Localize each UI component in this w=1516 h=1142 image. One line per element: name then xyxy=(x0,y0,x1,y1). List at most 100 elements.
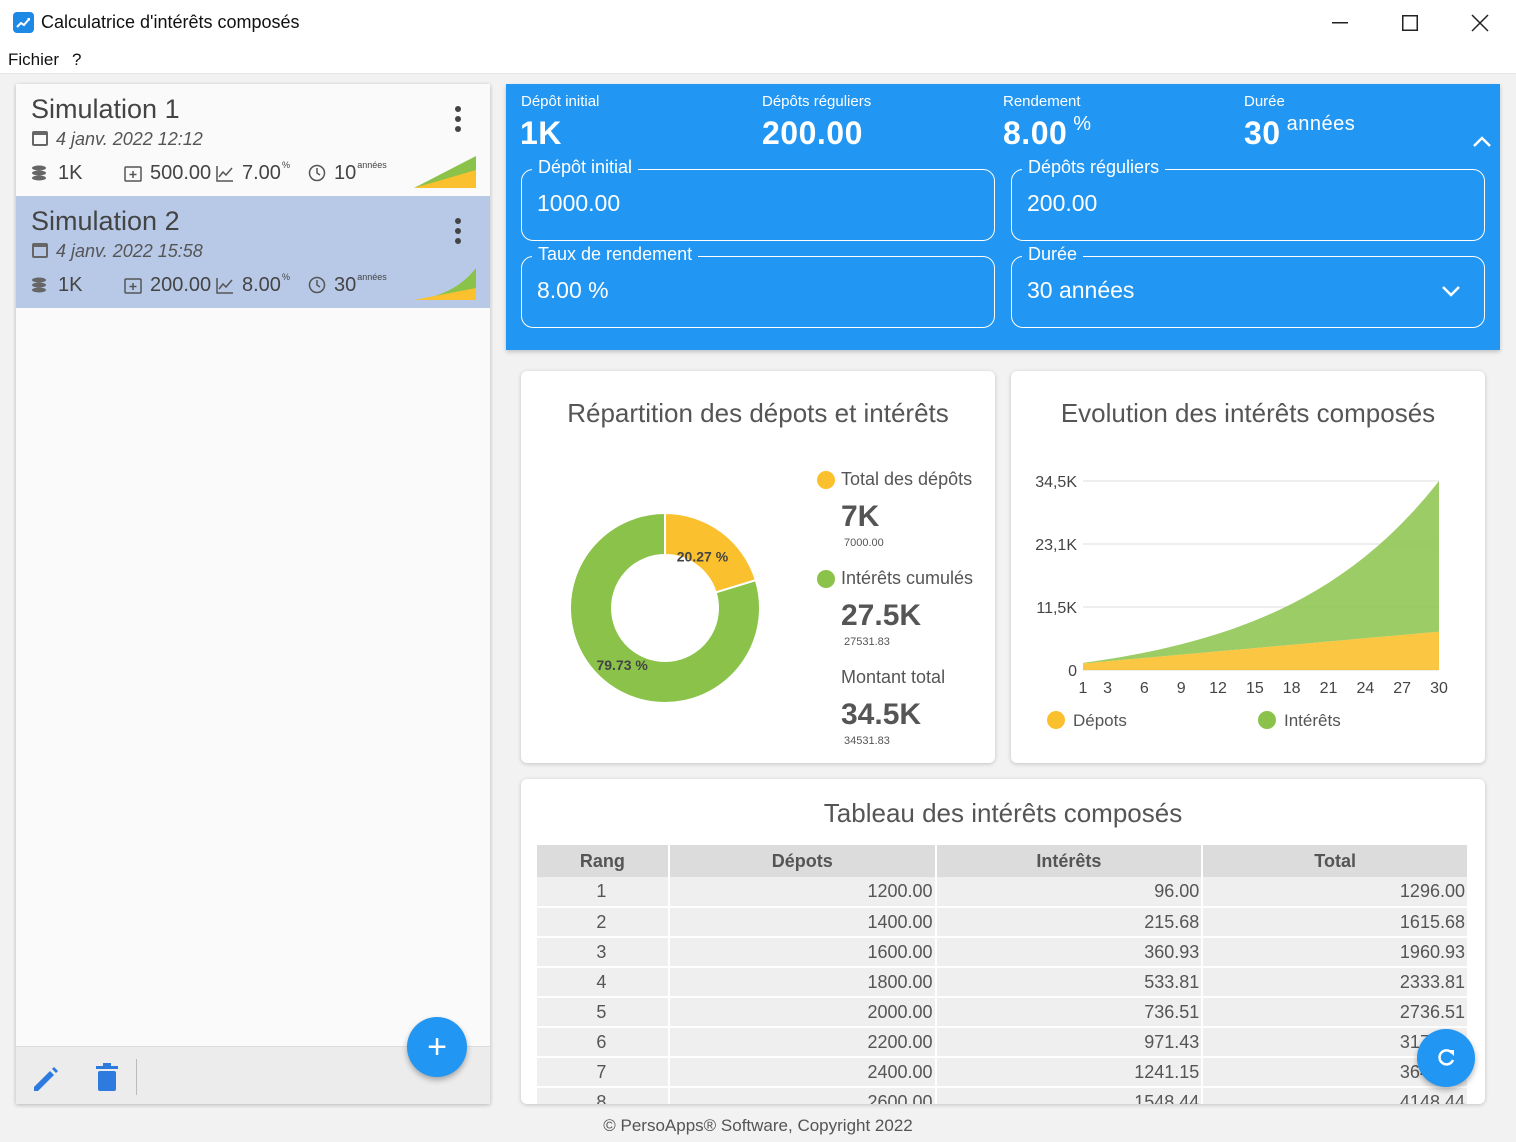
column-header-total[interactable]: Total xyxy=(1202,845,1469,877)
simulations-toolbar: + xyxy=(16,1017,490,1104)
trending-icon xyxy=(216,166,233,182)
simulation-card-1[interactable]: Simulation 1 4 janv. 2022 12:12 1K 500.0… xyxy=(16,84,490,196)
field-value: 30 années xyxy=(1027,277,1135,303)
copyright-text: © PersoApps® Software, Copyright 2022 xyxy=(603,1116,913,1135)
cell-interets: 971.43 xyxy=(935,1027,1204,1058)
summary-initial-value: 1K xyxy=(520,115,562,151)
simulation-sparkline xyxy=(414,268,476,300)
edit-pencil-icon[interactable] xyxy=(30,1063,62,1095)
coins-icon xyxy=(32,165,46,181)
chevron-up-icon[interactable] xyxy=(1472,134,1492,148)
table-row: 4 1800.00 533.81 2333.81 xyxy=(537,967,1469,998)
interests-legend-label: Intérêts xyxy=(1284,711,1341,730)
deposits-total-exact: 7000.00 xyxy=(844,537,884,549)
stat-rate-unit: % xyxy=(281,272,290,282)
total-label: Montant total xyxy=(841,667,946,687)
regular-deposit-field[interactable]: Dépôts réguliers 200.00 xyxy=(1011,157,1485,241)
simulation-card-2[interactable]: Simulation 2 4 janv. 2022 15:58 1K 200.0… xyxy=(16,196,490,308)
column-header-interets[interactable]: Intérêts xyxy=(935,845,1204,877)
cell-depots: 1800.00 xyxy=(668,967,937,998)
stat-duration-unit: années xyxy=(357,272,387,282)
more-vert-button[interactable] xyxy=(451,104,465,134)
refresh-button[interactable] xyxy=(1417,1029,1475,1087)
cell-depots: 1600.00 xyxy=(668,937,937,968)
delete-trash-icon[interactable] xyxy=(94,1061,120,1093)
donut-chart: 20.27 % 79.73 % xyxy=(569,511,761,704)
series-area-deposits xyxy=(1083,631,1439,670)
cell-rang: 7 xyxy=(537,1057,670,1088)
initial-deposit-field[interactable]: Dépôt initial 1000.00 xyxy=(521,157,995,241)
y-tick-label: 34,5K xyxy=(1035,474,1077,491)
clock-icon xyxy=(308,164,326,182)
column-header-depots[interactable]: Dépots xyxy=(668,845,937,877)
deposits-legend-dot xyxy=(1047,711,1065,729)
y-tick-label: 0 xyxy=(1068,663,1077,680)
duration-select[interactable]: Durée 30 années xyxy=(1011,244,1485,328)
cell-rang: 2 xyxy=(537,907,670,938)
cell-total: 4148.44 xyxy=(1202,1087,1469,1104)
pie-slice-interests xyxy=(569,511,761,704)
evolution-title: Evolution des intérêts composés xyxy=(1060,398,1436,428)
summary-rate-unit: % xyxy=(1073,113,1092,135)
field-label: Dépôts réguliers xyxy=(1022,157,1166,178)
menu-fichier[interactable]: Fichier xyxy=(8,50,60,69)
interests-legend-dot xyxy=(1258,711,1276,729)
cell-rang: 1 xyxy=(537,877,670,908)
menu-help[interactable]: ? xyxy=(72,50,82,69)
cell-depots: 1200.00 xyxy=(668,877,937,908)
field-value: 200.00 xyxy=(1027,190,1098,216)
distribution-title: Répartition des dépots et intérêts xyxy=(567,398,949,428)
deposits-legend-label: Dépots xyxy=(1073,711,1127,730)
simulation-title: Simulation 1 xyxy=(31,94,180,124)
minimize-button[interactable] xyxy=(1305,0,1375,46)
simulations-panel: Simulation 1 4 janv. 2022 12:12 1K 500.0… xyxy=(16,84,490,1104)
deposits-legend-dot xyxy=(817,471,835,489)
cell-depots: 2000.00 xyxy=(668,997,937,1028)
chevron-down-icon xyxy=(1442,286,1460,297)
cell-total: 2333.81 xyxy=(1202,967,1469,998)
simulation-stats: 1K 200.00 8.00% 30années xyxy=(30,272,490,298)
title-bar: Calculatrice d'intérêts composés xyxy=(0,0,1516,46)
more-vert-button[interactable] xyxy=(451,216,465,246)
field-label: Durée xyxy=(1022,244,1084,265)
y-tick-label: 11,5K xyxy=(1036,600,1077,617)
table-row: 3 1600.00 360.93 1960.93 xyxy=(537,937,1469,968)
x-tick-label: 9 xyxy=(1177,680,1186,697)
simulation-date: 4 janv. 2022 12:12 xyxy=(56,129,203,149)
field-label: Dépôt initial xyxy=(532,157,639,178)
cell-rang: 8 xyxy=(537,1087,670,1104)
add-simulation-button[interactable]: + xyxy=(407,1017,467,1077)
cell-interets: 1241.15 xyxy=(935,1057,1204,1088)
maximize-button[interactable] xyxy=(1375,0,1445,46)
stat-rate-unit: % xyxy=(281,160,290,170)
rate-field[interactable]: Taux de rendement 8.00 % xyxy=(521,244,995,328)
close-button[interactable] xyxy=(1445,0,1515,46)
window-title: Calculatrice d'intérêts composés xyxy=(41,12,300,32)
coins-icon xyxy=(32,277,46,293)
cell-total: 1960.93 xyxy=(1202,937,1469,968)
column-header-rang[interactable]: Rang xyxy=(537,845,670,877)
cell-total: 1615.68 xyxy=(1202,907,1469,938)
deposits-total-value: 7K xyxy=(841,500,880,533)
field-value: 8.00 % xyxy=(537,277,609,303)
summary-duration-label: Durée xyxy=(1244,93,1285,110)
cell-interets: 533.81 xyxy=(935,967,1204,998)
stat-rate: 7.00 xyxy=(242,162,281,184)
pie-slice-label: 20.27 % xyxy=(677,548,729,564)
total-amount-value: 34.5K xyxy=(841,698,922,731)
field-value: 1000.00 xyxy=(537,190,621,216)
cell-total: 2736.51 xyxy=(1202,997,1469,1028)
evolution-area-chart: 0 11,5K 23,1K 34,5K 1 3 6 9 12 15 18 21 24 27 30 xyxy=(1035,474,1448,697)
cell-rang: 6 xyxy=(537,1027,670,1058)
table-card: Tableau des intérêts composés Rang Dépot… xyxy=(521,779,1485,1104)
total-amount-exact: 34531.83 xyxy=(844,735,890,747)
calendar-plus-icon xyxy=(124,166,142,182)
field-label: Taux de rendement xyxy=(532,244,699,265)
cell-interets: 360.93 xyxy=(935,937,1204,968)
stat-duration-unit: années xyxy=(357,160,387,170)
series-area-interests xyxy=(1083,481,1439,664)
summary-rate-label: Rendement xyxy=(1003,93,1081,110)
toolbar-divider xyxy=(136,1059,137,1095)
table-row: 5 2000.00 736.51 2736.51 xyxy=(537,997,1469,1028)
